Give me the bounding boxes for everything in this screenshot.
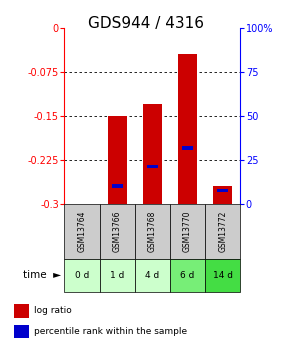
Bar xyxy=(143,104,162,204)
Text: GSM13766: GSM13766 xyxy=(113,210,122,252)
Bar xyxy=(135,259,170,292)
Text: log ratio: log ratio xyxy=(34,306,71,315)
Bar xyxy=(205,259,240,292)
Text: GSM13764: GSM13764 xyxy=(78,210,86,252)
Text: time  ►: time ► xyxy=(23,270,62,280)
Text: GSM13772: GSM13772 xyxy=(218,210,227,252)
Bar xyxy=(100,204,135,259)
Text: GDS944 / 4316: GDS944 / 4316 xyxy=(88,16,205,30)
Bar xyxy=(170,259,205,292)
Text: 1 d: 1 d xyxy=(110,270,125,280)
Bar xyxy=(170,204,205,259)
Bar xyxy=(112,184,122,188)
Bar xyxy=(14,325,29,338)
Bar xyxy=(213,186,232,204)
Text: GSM13768: GSM13768 xyxy=(148,210,157,252)
Bar xyxy=(64,204,100,259)
Bar xyxy=(64,259,100,292)
Bar xyxy=(182,146,193,150)
Text: 14 d: 14 d xyxy=(213,270,233,280)
Bar xyxy=(205,204,240,259)
Bar xyxy=(217,189,228,193)
Text: 0 d: 0 d xyxy=(75,270,89,280)
Text: 4 d: 4 d xyxy=(145,270,159,280)
Bar xyxy=(147,165,158,168)
Text: GSM13770: GSM13770 xyxy=(183,210,192,252)
Bar xyxy=(178,54,197,204)
Bar xyxy=(100,259,135,292)
Bar xyxy=(14,304,29,317)
Bar xyxy=(108,116,127,204)
Text: percentile rank within the sample: percentile rank within the sample xyxy=(34,327,187,336)
Bar xyxy=(135,204,170,259)
Text: 6 d: 6 d xyxy=(180,270,195,280)
